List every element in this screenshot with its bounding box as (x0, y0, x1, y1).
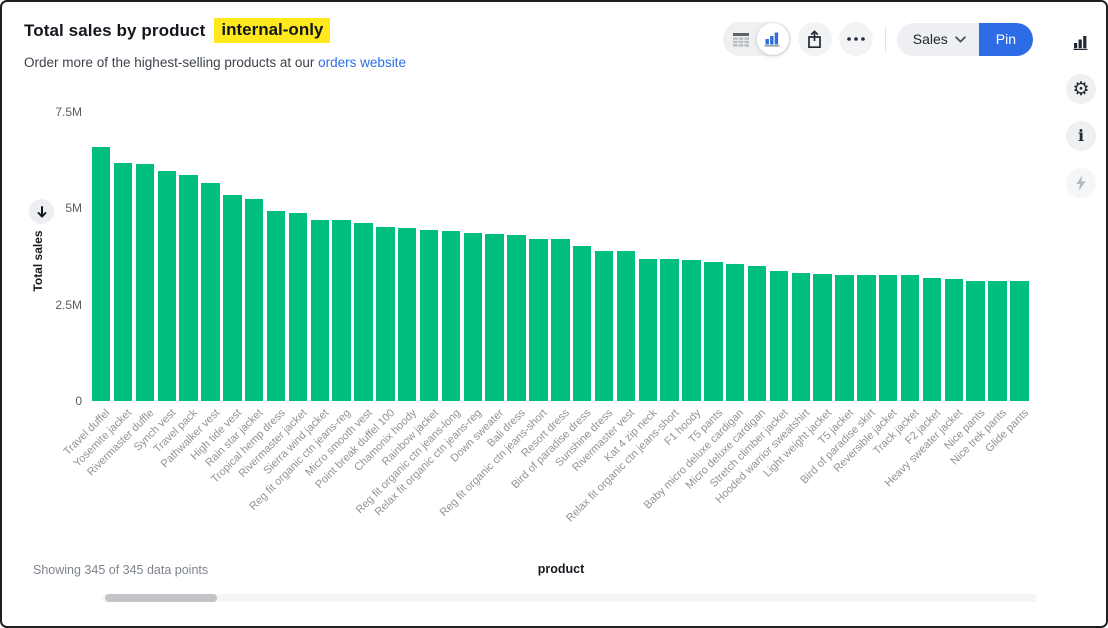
orders-website-link[interactable]: orders website (318, 55, 406, 70)
table-icon (732, 32, 750, 47)
bar[interactable] (857, 275, 876, 401)
bar[interactable] (245, 199, 264, 401)
info-button[interactable]: i (1066, 121, 1096, 151)
bar[interactable] (638, 259, 657, 401)
bar[interactable] (988, 281, 1007, 401)
title-highlight-tag: internal-only (214, 18, 331, 43)
pin-button[interactable]: Pin (978, 22, 1033, 56)
bar[interactable] (376, 227, 395, 401)
share-icon (806, 29, 823, 49)
bar[interactable] (441, 231, 461, 401)
bar[interactable] (223, 195, 242, 401)
bar[interactable] (769, 271, 789, 401)
dataset-pin-control: Sales Pin (896, 22, 1033, 56)
settings-button[interactable]: ⚙ (1066, 74, 1096, 104)
plot-area (91, 112, 1031, 401)
bar[interactable] (113, 163, 133, 401)
lightning-icon (1075, 175, 1087, 191)
bar[interactable] (944, 279, 963, 401)
horizontal-scrollbar-thumb[interactable] (105, 594, 217, 602)
horizontal-scrollbar-track[interactable] (102, 594, 1037, 602)
bar[interactable] (485, 234, 504, 401)
info-icon: i (1077, 126, 1085, 145)
data-points-status: Showing 345 of 345 data points (33, 563, 209, 577)
y-axis-title: Total sales (31, 230, 45, 292)
bar[interactable] (332, 220, 351, 401)
bar[interactable] (179, 175, 198, 401)
bar[interactable] (266, 211, 286, 401)
sort-descending-button[interactable] (29, 199, 54, 224)
bar[interactable] (157, 171, 177, 401)
more-options-button[interactable] (838, 22, 873, 56)
bar-chart-icon (764, 31, 782, 47)
bar[interactable] (813, 274, 832, 401)
bar[interactable] (288, 213, 308, 401)
y-tick-label: 0 (75, 394, 82, 408)
bar[interactable] (660, 259, 679, 401)
bar[interactable] (529, 239, 548, 401)
y-tick-label: 5M (65, 201, 82, 216)
bar[interactable] (594, 251, 614, 401)
bar[interactable] (835, 275, 854, 401)
chart-view-button[interactable] (756, 23, 789, 55)
bar[interactable] (419, 230, 439, 401)
bar[interactable] (310, 220, 330, 401)
gear-icon: ⚙ (1072, 78, 1090, 100)
arrow-down-icon (37, 205, 47, 218)
toolbar-divider (884, 26, 886, 52)
view-toggle (722, 22, 791, 56)
header: Total sales by product internal-only (24, 18, 331, 43)
bar[interactable] (92, 147, 111, 401)
ellipsis-icon (846, 37, 865, 41)
pin-button-label: Pin (995, 31, 1016, 47)
bar[interactable] (900, 275, 920, 401)
bar[interactable] (616, 251, 636, 401)
toolbar: Sales Pin (722, 21, 1033, 57)
bar[interactable] (354, 223, 373, 401)
bar[interactable] (922, 278, 942, 401)
bar[interactable] (747, 266, 767, 401)
side-panel: ⚙ i (1056, 2, 1106, 626)
bar[interactable] (201, 183, 220, 401)
bar[interactable] (463, 233, 483, 401)
subtitle: Order more of the highest-selling produc… (24, 55, 406, 70)
bar[interactable] (725, 264, 745, 401)
bar[interactable] (791, 273, 810, 401)
x-axis-title: product (537, 562, 585, 576)
bar[interactable] (878, 275, 898, 401)
bar[interactable] (1010, 281, 1029, 401)
bar[interactable] (398, 228, 417, 401)
page-title: Total sales by product (24, 20, 206, 40)
bar[interactable] (966, 281, 985, 401)
share-button[interactable] (797, 22, 832, 56)
x-axis-labels: Travel duffel Yosemite jacket Rivermaster … (62, 407, 1031, 577)
bar[interactable] (551, 239, 570, 401)
bar[interactable] (507, 235, 526, 401)
chart-options-button[interactable] (1066, 27, 1096, 57)
dataset-dropdown-label: Sales (912, 31, 948, 47)
bar[interactable] (682, 260, 701, 401)
automation-button[interactable] (1066, 168, 1096, 198)
y-tick-label: 2.5M (55, 297, 82, 312)
subtitle-text: Order more of the highest-selling produc… (24, 55, 319, 70)
table-view-button[interactable] (725, 23, 757, 55)
bar[interactable] (135, 164, 155, 401)
chevron-down-icon (954, 35, 966, 43)
bar[interactable] (704, 262, 723, 401)
bar[interactable] (572, 246, 592, 401)
dataset-dropdown[interactable]: Sales (896, 22, 979, 56)
bar-chart-icon (1073, 35, 1089, 50)
y-tick-label: 7.5M (55, 105, 82, 119)
